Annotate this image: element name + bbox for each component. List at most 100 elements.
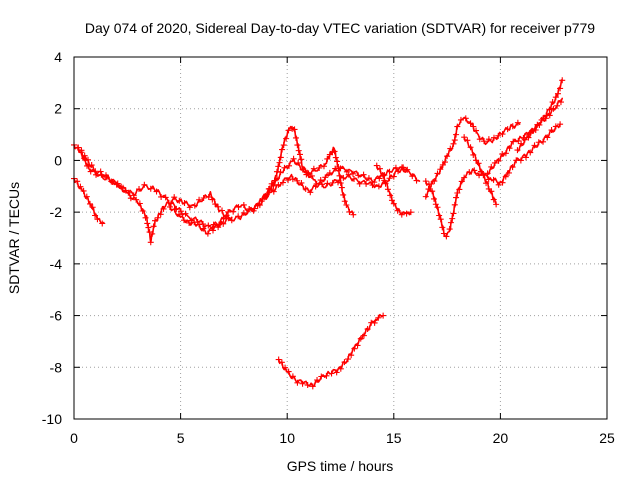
data-point-marker — [133, 196, 140, 203]
data-point-marker — [476, 136, 483, 143]
data-point-marker — [484, 170, 491, 177]
data-point-marker — [326, 169, 333, 176]
data-point-marker — [432, 201, 439, 208]
series-line — [73, 177, 105, 225]
data-point-marker — [549, 99, 556, 106]
data-point-marker — [365, 175, 372, 182]
data-point-marker — [209, 196, 216, 203]
data-point-marker — [147, 239, 154, 246]
data-point-marker — [305, 170, 312, 177]
series-line — [277, 313, 384, 388]
data-point-marker — [196, 196, 203, 203]
data-point-marker — [324, 155, 331, 162]
data-point-marker — [165, 199, 172, 206]
series-track-3 — [75, 144, 421, 246]
data-point-marker — [477, 168, 484, 175]
x-tick-label: 15 — [386, 430, 402, 446]
data-point-marker — [205, 222, 212, 229]
y-tick-label: -4 — [50, 256, 63, 272]
x-tick-label: 20 — [493, 430, 509, 446]
data-point-marker — [509, 164, 516, 171]
data-point-marker — [499, 131, 506, 138]
data-point-marker — [152, 217, 159, 224]
data-point-marker — [447, 219, 454, 226]
data-point-marker — [386, 175, 393, 182]
data-point-marker — [409, 173, 416, 180]
data-point-marker — [176, 211, 183, 218]
x-axis-label: GPS time / hours — [287, 458, 394, 474]
data-point-marker — [473, 157, 480, 164]
x-tick-label: 0 — [70, 430, 78, 446]
data-point-marker — [454, 123, 461, 130]
data-point-marker — [349, 170, 356, 177]
data-point-marker — [380, 312, 387, 319]
series-track-4 — [166, 203, 233, 237]
data-point-marker — [341, 198, 348, 205]
data-point-marker — [451, 201, 458, 208]
data-point-marker — [298, 156, 305, 163]
data-point-marker — [544, 134, 551, 141]
data-point-marker — [431, 195, 438, 202]
data-point-marker — [219, 207, 226, 214]
data-point-marker — [147, 185, 154, 192]
data-point-marker — [529, 127, 536, 134]
y-axis-label: SDTVAR / TECUs — [6, 182, 22, 294]
data-point-marker — [434, 170, 441, 177]
data-point-marker — [334, 158, 341, 165]
data-point-marker — [86, 200, 93, 207]
data-point-marker — [493, 201, 500, 208]
data-point-marker — [495, 132, 502, 139]
data-point-marker — [136, 186, 143, 193]
chart-title: Day 074 of 2020, Sidereal Day-to-day VTE… — [85, 20, 595, 36]
data-point-marker — [464, 137, 471, 144]
data-point-marker — [525, 134, 532, 141]
data-point-marker — [344, 356, 351, 363]
data-point-marker — [333, 369, 340, 376]
data-point-marker — [251, 205, 258, 212]
data-point-marker — [518, 140, 525, 147]
axis-ticks: 0 5 10 15 20 25 -10 -8 -6 -4 -2 0 2 4 — [42, 49, 615, 446]
data-point-marker — [283, 135, 290, 142]
series-track-9 — [422, 115, 521, 200]
data-point-marker — [108, 178, 115, 185]
data-point-marker — [240, 201, 247, 208]
data-point-marker — [341, 359, 348, 366]
data-point-marker — [230, 208, 237, 215]
data-point-marker — [316, 164, 323, 171]
data-point-marker — [354, 342, 361, 349]
data-point-marker — [462, 115, 469, 122]
data-point-marker — [289, 176, 296, 183]
data-point-marker — [300, 165, 307, 172]
data-point-marker — [559, 77, 566, 84]
data-point-marker — [532, 126, 539, 133]
data-point-marker — [467, 120, 474, 127]
data-point-marker — [182, 210, 189, 217]
data-point-marker — [510, 138, 517, 145]
data-point-marker — [554, 90, 561, 97]
y-tick-label: 0 — [54, 152, 62, 168]
data-point-marker — [375, 183, 382, 190]
data-point-marker — [453, 131, 460, 138]
data-point-marker — [320, 163, 327, 170]
data-point-marker — [225, 215, 232, 222]
data-point-marker — [495, 157, 502, 164]
data-point-marker — [186, 204, 193, 211]
data-point-marker — [364, 326, 371, 333]
series-track-7 — [373, 162, 414, 218]
data-point-marker — [473, 127, 480, 134]
data-point-marker — [422, 178, 429, 185]
data-point-marker — [490, 176, 497, 183]
data-point-marker — [388, 197, 395, 204]
series-track-12 — [514, 77, 566, 154]
data-point-marker — [215, 224, 222, 231]
data-point-marker — [371, 319, 378, 326]
data-point-marker — [380, 172, 387, 179]
data-point-marker — [491, 159, 498, 166]
data-point-marker — [363, 180, 370, 187]
data-point-marker — [186, 219, 193, 226]
data-point-marker — [371, 179, 378, 186]
data-point-marker — [436, 212, 443, 219]
data-point-marker — [265, 185, 272, 192]
data-point-marker — [204, 230, 211, 237]
